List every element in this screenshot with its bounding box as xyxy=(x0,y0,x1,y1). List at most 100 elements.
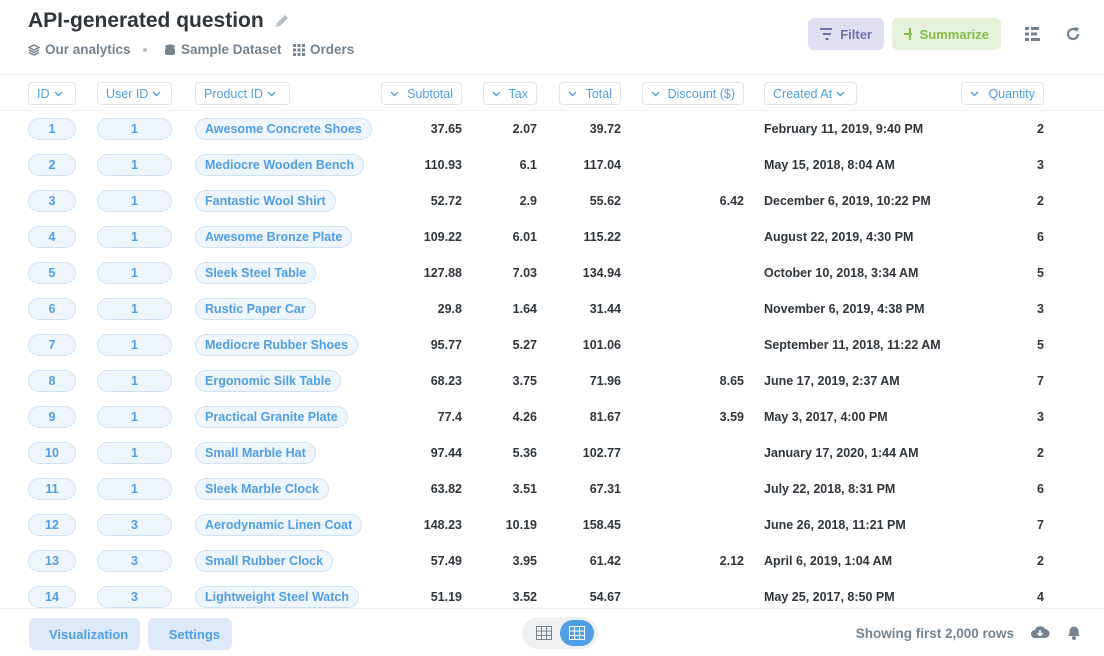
filter-button[interactable]: Filter xyxy=(808,18,884,50)
cell-value: 52.72 xyxy=(430,194,462,208)
cell-link[interactable]: 2 xyxy=(28,154,76,176)
cell-link[interactable]: Aerodynamic Linen Coat xyxy=(195,514,363,536)
cell-value: 109.22 xyxy=(423,230,462,244)
breadcrumb[interactable]: Orders xyxy=(293,42,354,57)
cell-link[interactable]: 3 xyxy=(28,190,76,212)
column-title: Discount ($) xyxy=(667,86,735,101)
cell-value: 31.44 xyxy=(589,302,621,316)
chevron xyxy=(54,91,62,96)
cell-link[interactable]: 3 xyxy=(97,586,172,608)
cell-link[interactable]: Fantastic Wool Shirt xyxy=(195,190,336,212)
cell-link[interactable]: 1 xyxy=(97,154,172,176)
cell-link[interactable]: Rustic Paper Car xyxy=(195,298,316,320)
column-title: Quantity xyxy=(988,86,1035,101)
cell-link[interactable]: 1 xyxy=(97,370,172,392)
cell-link[interactable]: Sleek Steel Table xyxy=(195,262,317,284)
cell-link[interactable]: 1 xyxy=(97,298,172,320)
column-header[interactable]: Subtotal xyxy=(381,82,462,105)
separator xyxy=(143,48,147,52)
column-header[interactable]: Created At xyxy=(764,82,857,105)
cell-link[interactable]: 3 xyxy=(97,514,172,536)
cell-link[interactable]: 1 xyxy=(97,442,172,464)
cell-value: 2 xyxy=(1037,122,1044,136)
cell-link[interactable]: 1 xyxy=(97,406,172,428)
cell-link[interactable]: 14 xyxy=(28,586,76,608)
cell-link[interactable]: Sleek Marble Clock xyxy=(195,478,329,500)
cell-value: 95.77 xyxy=(430,338,462,352)
column-header[interactable]: ID xyxy=(28,82,76,105)
visualization-button[interactable]: Visualization xyxy=(29,618,140,650)
column-title: Tax xyxy=(508,86,528,101)
cell-link[interactable]: 13 xyxy=(28,550,76,572)
cell-link[interactable]: Practical Granite Plate xyxy=(195,406,348,428)
cell-link[interactable]: 7 xyxy=(28,334,76,356)
cell-value: 7 xyxy=(1037,374,1044,388)
cell-value: 39.72 xyxy=(589,122,621,136)
cell-link[interactable]: 6 xyxy=(28,298,76,320)
cell-value: 8.65 xyxy=(719,374,744,388)
cell-link[interactable]: Small Marble Hat xyxy=(195,442,316,464)
cell-value: 81.67 xyxy=(589,410,621,424)
download-icon[interactable] xyxy=(1030,624,1050,640)
cell-link[interactable]: 11 xyxy=(28,478,76,500)
settings-button[interactable]: Settings xyxy=(148,618,232,650)
cell-link[interactable]: Lightweight Steel Watch xyxy=(195,586,359,608)
breadcrumb-text: Orders xyxy=(310,42,355,57)
table-icon[interactable] xyxy=(536,626,552,640)
cell-link[interactable]: 8 xyxy=(28,370,76,392)
refresh-icon[interactable] xyxy=(1065,26,1081,42)
chevron xyxy=(970,91,979,96)
cell-value: 1.64 xyxy=(512,302,537,316)
cell-link[interactable]: 12 xyxy=(28,514,76,536)
cell-link[interactable]: Small Rubber Clock xyxy=(195,550,334,572)
cell-link[interactable]: 1 xyxy=(97,478,172,500)
column-header[interactable]: Product ID xyxy=(195,82,290,105)
edit-icon[interactable] xyxy=(273,12,291,30)
cell-link[interactable]: 1 xyxy=(97,190,172,212)
cell-value: October 10, 2018, 3:34 AM xyxy=(764,266,919,280)
cell-link[interactable]: 10 xyxy=(28,442,76,464)
cell-value: 6.42 xyxy=(719,194,744,208)
cell-value: 71.96 xyxy=(589,374,621,388)
cell-value: 68.23 xyxy=(430,374,462,388)
breadcrumb[interactable]: Sample Dataset xyxy=(164,42,282,57)
alert-icon[interactable] xyxy=(1066,624,1082,641)
view-toggle[interactable] xyxy=(522,617,598,649)
cell-link[interactable]: 3 xyxy=(97,550,172,572)
cell-value: 102.77 xyxy=(582,446,621,460)
cell-link[interactable]: 1 xyxy=(97,334,172,356)
chevron xyxy=(568,91,577,96)
column-header[interactable]: Quantity xyxy=(961,82,1044,105)
cell-link[interactable]: Mediocre Wooden Bench xyxy=(195,154,365,176)
cell-value: 6.01 xyxy=(512,230,537,244)
cell-value: May 3, 2017, 4:00 PM xyxy=(764,410,888,424)
cell-link[interactable]: 9 xyxy=(28,406,76,428)
column-header[interactable]: Total xyxy=(559,82,621,105)
summarize-button[interactable]: Summarize xyxy=(892,18,1001,50)
footer: Visualization Settings Showing first 2,0… xyxy=(0,608,1104,656)
cell-link[interactable]: 1 xyxy=(97,262,172,284)
cell-link[interactable]: Ergonomic Silk Table xyxy=(195,370,342,392)
cell-link[interactable]: Awesome Concrete Shoes xyxy=(195,118,372,140)
cell-link[interactable]: 1 xyxy=(28,118,76,140)
cell-value: 77.4 xyxy=(437,410,462,424)
column-header[interactable]: Tax xyxy=(483,82,537,105)
chevron xyxy=(836,91,845,96)
grid-toggle-active[interactable] xyxy=(560,620,594,646)
cell-value: 110.93 xyxy=(424,158,462,172)
cell-link[interactable]: 5 xyxy=(28,262,76,284)
list-icon[interactable] xyxy=(1025,27,1041,41)
column-header[interactable]: Discount ($) xyxy=(642,82,744,105)
cell-link[interactable]: Mediocre Rubber Shoes xyxy=(195,334,359,356)
cell-value: 2.9 xyxy=(519,194,537,208)
cell-value: 67.31 xyxy=(589,482,621,496)
cell-link[interactable]: 1 xyxy=(97,226,172,248)
cell-link[interactable]: 4 xyxy=(28,226,76,248)
column-header[interactable]: User ID xyxy=(97,82,172,105)
cell-value: September 11, 2018, 11:22 AM xyxy=(764,338,941,352)
cell-value: 2 xyxy=(1037,194,1044,208)
cell-link[interactable]: Awesome Bronze Plate xyxy=(195,226,353,248)
cell-value: 7.03 xyxy=(512,266,537,280)
breadcrumb[interactable]: Our analytics xyxy=(28,42,131,57)
cell-link[interactable]: 1 xyxy=(97,118,172,140)
